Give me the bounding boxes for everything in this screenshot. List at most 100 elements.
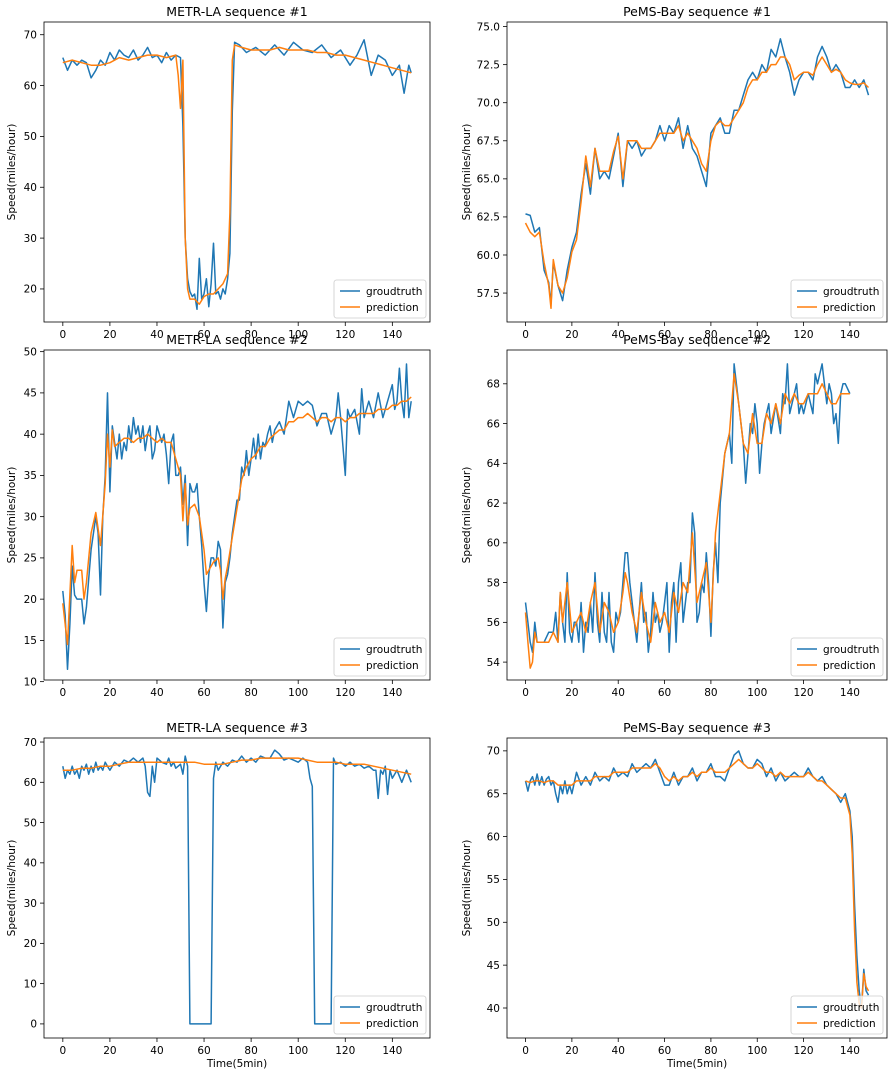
prediction-line bbox=[524, 56, 870, 310]
legend: groudtruth prediction bbox=[790, 637, 884, 677]
subplot-4: 0 20 40 60 80 100 120 140 54 56 58 60 62 64 66 68 PeMS-B… bbox=[461, 332, 888, 699]
x-tick-label: 100 bbox=[288, 687, 308, 699]
x-tick-label: 140 bbox=[382, 687, 402, 699]
x-tick-label: 120 bbox=[794, 1045, 814, 1057]
y-tick-label: 45 bbox=[24, 388, 37, 400]
groundtruth-line bbox=[524, 363, 851, 653]
y-axis-label: Speed(miles/hour) bbox=[461, 124, 473, 221]
axes-frame bbox=[506, 349, 888, 681]
y-tick-label: 70 bbox=[487, 746, 500, 758]
prediction-line bbox=[62, 44, 412, 305]
x-tick-label: 140 bbox=[840, 329, 860, 341]
legend-label-prediction: prediction bbox=[823, 302, 876, 314]
x-tick-label: 80 bbox=[704, 687, 717, 699]
subplot-5: 0 20 40 60 80 100 120 140 0 10 20 30 40 50 60 70 METR-LA… bbox=[6, 720, 431, 1070]
x-tick-label: 140 bbox=[382, 1045, 402, 1057]
x-tick-label: 60 bbox=[658, 687, 671, 699]
x-tick-label: 40 bbox=[150, 687, 163, 699]
x-axis-label: Time(5min) bbox=[666, 1058, 727, 1070]
y-tick-label: 62 bbox=[487, 498, 500, 510]
legend-label-prediction: prediction bbox=[823, 660, 876, 672]
chart-title: PeMS-Bay sequence #3 bbox=[623, 720, 771, 735]
x-tick-label: 100 bbox=[747, 329, 767, 341]
prediction-line bbox=[524, 373, 850, 669]
y-tick-label: 20 bbox=[24, 594, 37, 606]
y-axis-label: Speed(miles/hour) bbox=[6, 840, 18, 937]
plot-area bbox=[524, 363, 851, 669]
x-tick-label: 0 bbox=[522, 329, 529, 341]
plot-area bbox=[62, 39, 412, 311]
chart-title: METR-LA sequence #1 bbox=[166, 4, 307, 19]
legend-label-groundtruth: groudtruth bbox=[366, 1002, 422, 1014]
x-axis-label: Time(5min) bbox=[206, 1058, 267, 1070]
y-tick-label: 40 bbox=[24, 429, 37, 441]
y-tick-label: 65 bbox=[487, 789, 500, 801]
x-tick-label: 0 bbox=[59, 1045, 66, 1057]
y-tick-label: 60 bbox=[487, 831, 500, 843]
y-tick-label: 15 bbox=[24, 635, 37, 647]
subplot-3: 0 20 40 60 80 100 120 140 10 15 20 25 30 35 40 45 50 METR… bbox=[6, 332, 431, 699]
x-tick-label: 20 bbox=[565, 1045, 578, 1057]
y-tick-label: 35 bbox=[24, 470, 37, 482]
y-tick-label: 62.5 bbox=[477, 212, 500, 224]
x-tick-label: 40 bbox=[150, 329, 163, 341]
axes-frame bbox=[43, 349, 431, 681]
y-tick-label: 64 bbox=[487, 458, 501, 470]
y-tick-label: 50 bbox=[24, 346, 37, 358]
x-tick-label: 120 bbox=[335, 329, 355, 341]
groundtruth-line bbox=[62, 363, 412, 671]
axes-frame bbox=[506, 737, 888, 1039]
x-tick-label: 20 bbox=[103, 1045, 116, 1057]
legend-label-groundtruth: groudtruth bbox=[366, 286, 422, 298]
x-tick-label: 120 bbox=[335, 687, 355, 699]
subplot-1: 0 20 40 60 80 100 120 140 20 30 40 50 60 70 METR-LA se… bbox=[6, 4, 431, 341]
legend-label-prediction: prediction bbox=[366, 1018, 419, 1030]
y-tick-label: 40 bbox=[24, 858, 37, 870]
y-tick-label: 65.0 bbox=[477, 174, 500, 186]
x-tick-label: 40 bbox=[150, 1045, 163, 1057]
y-axis-label: Speed(miles/hour) bbox=[6, 124, 18, 221]
x-tick-label: 80 bbox=[704, 329, 717, 341]
x-tick-label: 40 bbox=[612, 687, 625, 699]
y-tick-label: 70 bbox=[24, 737, 37, 749]
legend-label-prediction: prediction bbox=[366, 302, 419, 314]
y-tick-label: 70.0 bbox=[477, 98, 500, 110]
y-tick-label: 30 bbox=[24, 898, 37, 910]
y-tick-label: 10 bbox=[24, 676, 37, 688]
chart-title: METR-LA sequence #3 bbox=[166, 720, 307, 735]
x-tick-label: 20 bbox=[103, 329, 116, 341]
legend: groudtruth prediction bbox=[790, 279, 884, 319]
legend-label-prediction: prediction bbox=[823, 1018, 876, 1030]
y-tick-label: 55 bbox=[487, 874, 500, 886]
x-tick-label: 20 bbox=[565, 687, 578, 699]
y-tick-label: 75.0 bbox=[477, 21, 500, 33]
x-tick-label: 40 bbox=[612, 1045, 625, 1057]
prediction-line bbox=[62, 396, 412, 646]
chart-title: PeMS-Bay sequence #2 bbox=[623, 332, 771, 347]
legend: groudtruth prediction bbox=[333, 995, 427, 1035]
y-tick-label: 54 bbox=[487, 657, 501, 669]
x-tick-label: 120 bbox=[794, 329, 814, 341]
y-tick-label: 20 bbox=[24, 284, 37, 296]
x-tick-label: 40 bbox=[612, 329, 625, 341]
x-tick-label: 60 bbox=[658, 1045, 671, 1057]
y-tick-label: 58 bbox=[487, 577, 500, 589]
plot-area bbox=[524, 750, 870, 1009]
x-tick-label: 140 bbox=[840, 687, 860, 699]
groundtruth-line bbox=[62, 39, 412, 311]
x-tick-label: 60 bbox=[197, 329, 210, 341]
x-tick-label: 140 bbox=[382, 329, 402, 341]
y-tick-label: 30 bbox=[24, 511, 37, 523]
x-tick-label: 100 bbox=[747, 687, 767, 699]
y-tick-label: 0 bbox=[30, 1019, 37, 1031]
legend-label-groundtruth: groudtruth bbox=[823, 1002, 879, 1014]
x-tick-label: 80 bbox=[704, 1045, 717, 1057]
y-tick-label: 70 bbox=[24, 30, 37, 42]
y-tick-label: 56 bbox=[487, 617, 501, 629]
chart-title: PeMS-Bay sequence #1 bbox=[623, 4, 771, 19]
axes-frame bbox=[43, 21, 431, 323]
legend: groudtruth prediction bbox=[333, 637, 427, 677]
x-tick-label: 80 bbox=[244, 687, 257, 699]
chart-title: METR-LA sequence #2 bbox=[166, 332, 307, 347]
